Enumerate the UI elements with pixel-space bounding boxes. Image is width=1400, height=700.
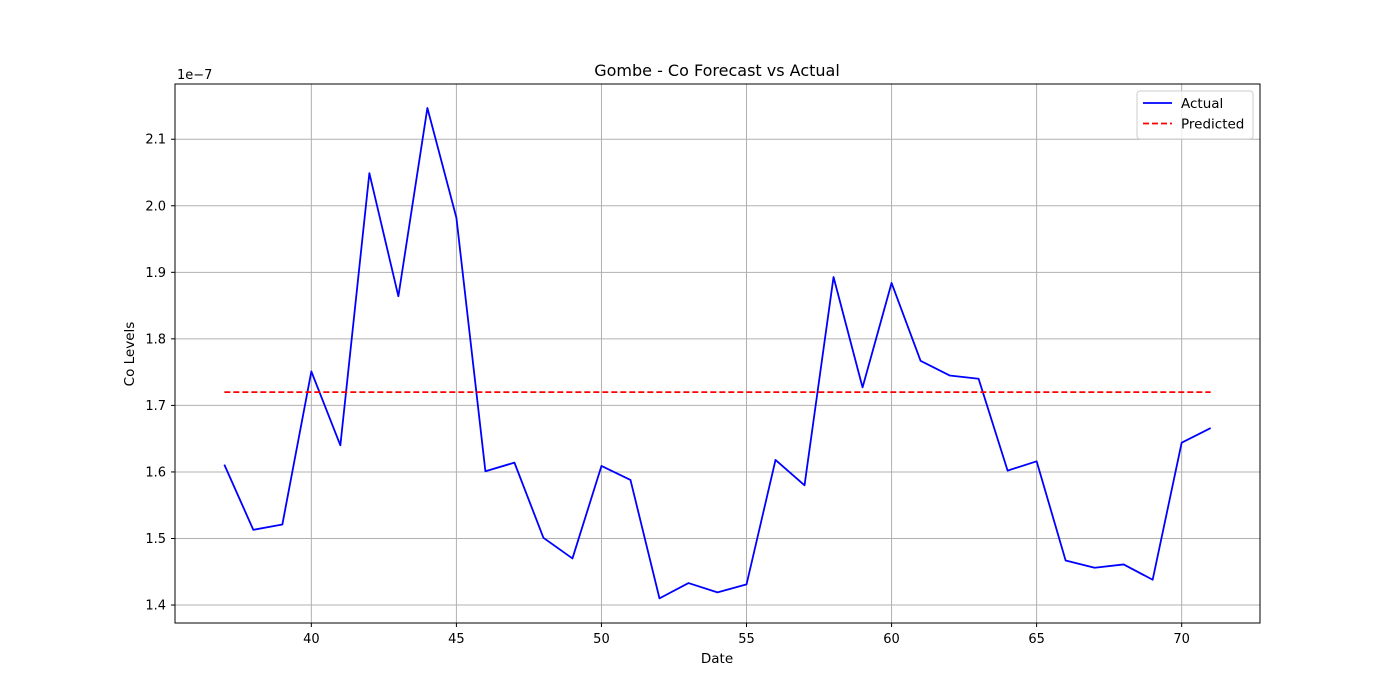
- y-tick-label: 1.5: [145, 532, 166, 547]
- x-tick-label: 40: [303, 632, 320, 647]
- chart-title: Gombe - Co Forecast vs Actual: [594, 61, 840, 80]
- y-tick-label: 1.6: [145, 465, 166, 480]
- y-tick-label: 2.0: [145, 199, 166, 214]
- y-tick-label: 2.1: [145, 133, 166, 148]
- ticks: 40 45 50 55 60 65 70 1.4 1.5 1.6 1.7 1.8 1.9 2.0 2.1: [145, 133, 1190, 647]
- y-tick-label: 1.7: [145, 399, 166, 414]
- legend-label-actual: Actual: [1181, 96, 1223, 112]
- x-tick-label: 70: [1173, 632, 1190, 647]
- series-layer: [223, 107, 1212, 600]
- x-tick-label: 65: [1028, 632, 1045, 647]
- y-scale-label: 1e−7: [177, 68, 212, 83]
- y-tick-label: 1.8: [145, 332, 166, 347]
- legend-label-predicted: Predicted: [1181, 117, 1244, 133]
- x-tick-label: 50: [593, 632, 610, 647]
- y-tick-label: 1.9: [145, 266, 166, 281]
- x-axis-label: Date: [701, 651, 733, 667]
- y-axis-label: Co Levels: [122, 322, 138, 387]
- grid: [175, 84, 1260, 623]
- x-tick-label: 60: [883, 632, 900, 647]
- y-tick-label: 1.4: [145, 599, 166, 614]
- x-tick-label: 45: [448, 632, 465, 647]
- x-tick-label: 55: [738, 632, 755, 647]
- legend: Actual Predicted: [1136, 90, 1254, 140]
- series-line-actual: [223, 107, 1212, 600]
- plot-frame: [174, 83, 1261, 624]
